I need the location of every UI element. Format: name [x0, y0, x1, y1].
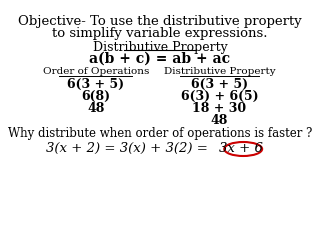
Text: to simplify variable expressions.: to simplify variable expressions. [52, 27, 268, 40]
Text: Order of Operations: Order of Operations [43, 67, 149, 76]
Text: 48: 48 [211, 114, 228, 127]
Text: 6(8): 6(8) [81, 90, 110, 103]
Text: 18 + 30: 18 + 30 [192, 102, 246, 115]
Text: a(b + c) = ab + ac: a(b + c) = ab + ac [89, 52, 231, 66]
Text: 48: 48 [87, 102, 104, 115]
Text: 6(3 + 5): 6(3 + 5) [67, 78, 124, 91]
Text: 6(3) + 6(5): 6(3) + 6(5) [180, 90, 258, 103]
Text: Distributive Property: Distributive Property [92, 41, 228, 54]
Text: Why distribute when order of operations is faster ?: Why distribute when order of operations … [8, 127, 312, 140]
Text: 3x + 6: 3x + 6 [219, 142, 263, 155]
Text: 6(3 + 5): 6(3 + 5) [191, 78, 248, 91]
Text: Objective- To use the distributive property: Objective- To use the distributive prope… [18, 15, 302, 28]
Text: 3(x + 2) = 3(x) + 3(2) =: 3(x + 2) = 3(x) + 3(2) = [46, 142, 212, 155]
Text: Distributive Property: Distributive Property [164, 67, 275, 76]
